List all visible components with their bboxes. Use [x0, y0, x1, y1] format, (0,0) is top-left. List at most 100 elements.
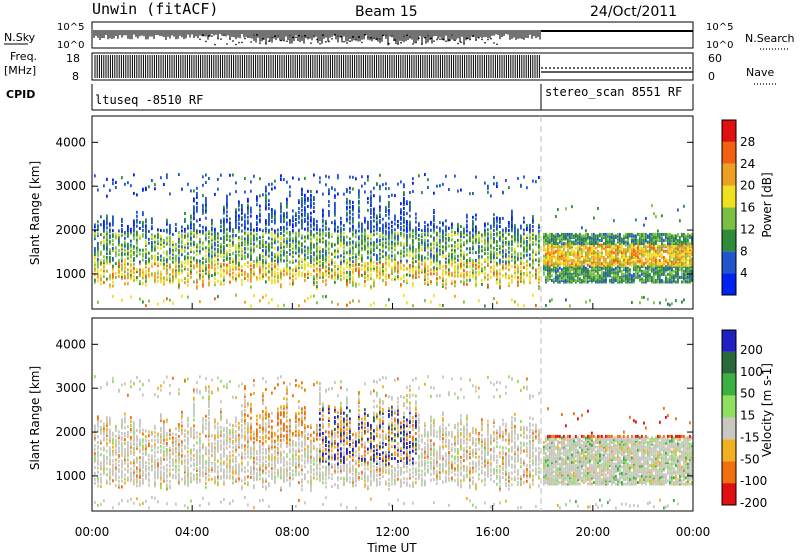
power-point-2875 [457, 255, 459, 258]
power-point-4326 [617, 245, 619, 248]
power-point-3616 [555, 238, 557, 241]
power-point-1837 [328, 242, 330, 245]
power-point-2477 [403, 229, 405, 232]
power-point-3212 [505, 267, 507, 270]
power-point-3358 [523, 229, 525, 232]
power-point-3844 [575, 239, 577, 242]
power-point-979 [229, 235, 231, 238]
power-point-1358 [274, 247, 276, 250]
power-point-1343 [271, 188, 273, 191]
power-point-4414 [625, 241, 627, 244]
power-point-3958 [585, 245, 587, 248]
power-point-4166 [603, 242, 605, 245]
power-point-63 [103, 275, 105, 278]
power-point-144 [112, 247, 114, 250]
power-point-644 [187, 233, 189, 236]
power-point-2842 [451, 230, 453, 233]
power-point-2538 [409, 215, 411, 218]
power-point-3756 [567, 244, 569, 247]
power-point-4786 [659, 277, 661, 280]
power-point-3324 [520, 270, 522, 273]
power-point-1706 [313, 234, 315, 237]
power-point-3106 [490, 231, 492, 234]
power-point-248 [127, 225, 129, 228]
power-point-2840 [451, 238, 453, 241]
power-point-2516 [406, 212, 408, 215]
power-point-742 [199, 230, 201, 233]
power-point-1033 [235, 190, 237, 193]
power-point-865 [214, 228, 216, 231]
power-point-169 [115, 186, 117, 189]
power-point-4614 [643, 245, 645, 248]
power-point-3133 [493, 176, 495, 179]
power-point-430 [154, 187, 156, 190]
power-point-4009 [589, 236, 591, 239]
power-point-3824 [573, 241, 575, 244]
power-point-3249 [511, 265, 513, 268]
power-point-2650 [424, 225, 426, 228]
power-point-438 [157, 256, 159, 259]
power-point-2858 [454, 255, 456, 258]
power-point-4772 [657, 259, 659, 262]
power-point-3608 [555, 256, 557, 259]
power-point-1257 [265, 280, 267, 283]
power-point-3410 [532, 249, 534, 252]
power-point-2826 [451, 280, 453, 283]
power-point-4134 [601, 267, 603, 270]
power-point-4760 [655, 215, 657, 218]
power-point-4125 [599, 233, 601, 236]
power-point-3847 [575, 233, 577, 236]
power-point-3224 [505, 227, 507, 230]
power-point-2253 [376, 232, 378, 235]
power-point-2942 [466, 234, 468, 237]
power-point-2417 [394, 215, 396, 218]
power-point-1568 [298, 207, 300, 210]
power-point-1020 [235, 244, 237, 247]
power-point-3364 [526, 272, 528, 275]
power-point-4664 [647, 298, 649, 301]
power-point-137 [112, 273, 114, 276]
power-point-1863 [331, 221, 333, 224]
power-point-704 [196, 271, 198, 274]
power-point-180 [118, 249, 120, 252]
power-point-268 [130, 184, 132, 187]
power-point-1799 [325, 283, 327, 286]
power-point-1313 [268, 203, 270, 206]
power-point-431 [157, 280, 159, 283]
power-point-1410 [280, 242, 282, 245]
power-point-4657 [647, 253, 649, 256]
power-point-3225 [505, 179, 507, 182]
power-point-529 [169, 192, 171, 195]
power-point-2758 [439, 221, 441, 224]
power-point-3761 [567, 233, 569, 236]
power-point-4213 [607, 233, 609, 236]
power-point-4169 [603, 233, 605, 236]
power-point-201 [121, 244, 123, 247]
power-point-4359 [621, 270, 623, 273]
power-point-4942 [673, 270, 675, 273]
power-point-205 [121, 228, 123, 231]
power-point-879 [217, 244, 219, 247]
power-point-328 [139, 221, 141, 224]
power-point-1169 [250, 180, 252, 183]
power-point-229 [127, 282, 129, 285]
power-point-1187 [253, 229, 255, 232]
power-point-234 [127, 263, 129, 266]
power-point-1681 [310, 212, 312, 215]
power-point-2546 [412, 282, 414, 285]
power-point-4191 [605, 239, 607, 242]
cpid-label: CPID [6, 88, 35, 101]
power-point-419 [154, 262, 156, 265]
power-point-1845 [328, 204, 330, 207]
power-point-4476 [631, 248, 633, 251]
power-point-1090 [244, 263, 246, 266]
power-point-1885 [334, 220, 336, 223]
power-point-3726 [565, 251, 567, 254]
power-point-4716 [653, 268, 655, 271]
power-point-887 [217, 295, 219, 298]
power-point-1086 [241, 204, 243, 207]
power-point-1212 [259, 276, 261, 279]
power-point-965 [229, 281, 231, 284]
power-point-2520 [409, 274, 411, 277]
power-point-2220 [373, 261, 375, 264]
